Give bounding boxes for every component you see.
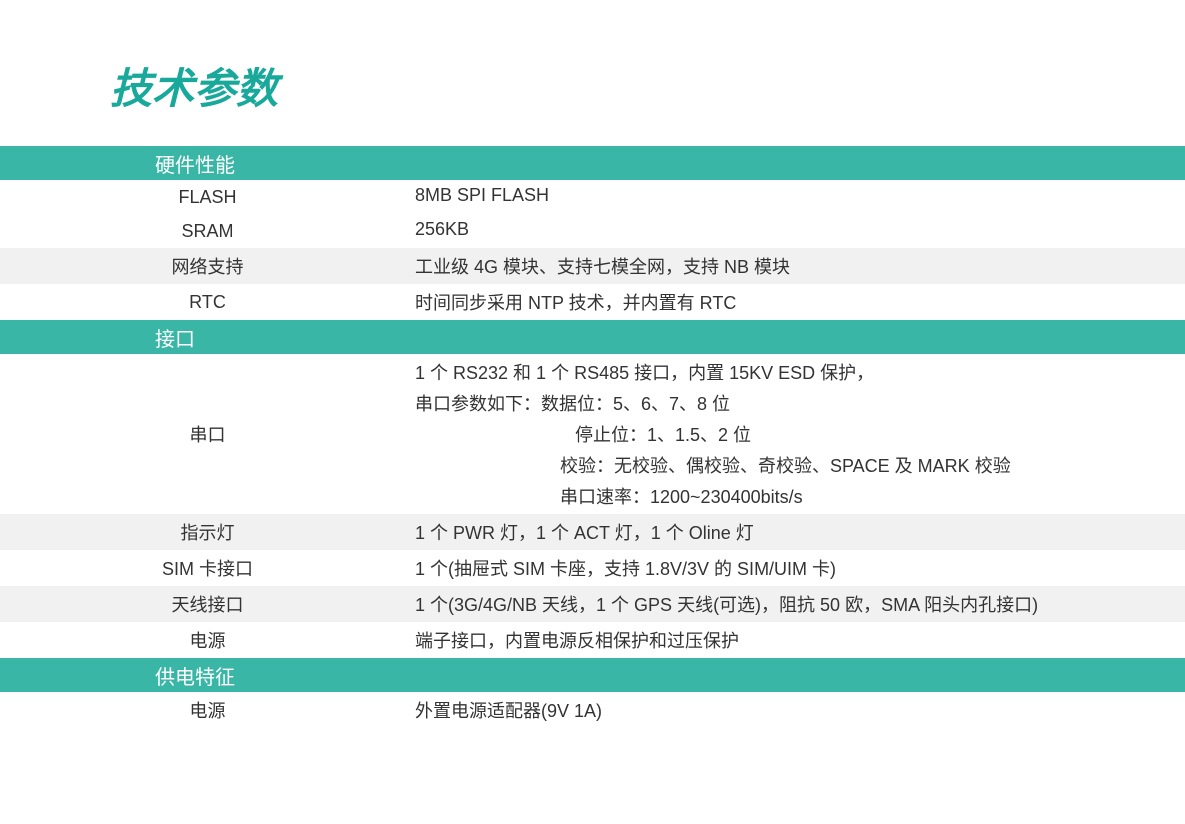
spec-value-line: 1 个 RS232 和 1 个 RS485 接口，内置 15KV ESD 保护， — [415, 359, 1165, 385]
spec-row: 指示灯 1 个 PWR 灯，1 个 ACT 灯，1 个 Oline 灯 — [0, 514, 1185, 550]
spec-label: 天线接口 — [68, 591, 348, 617]
spec-value: 1 个 RS232 和 1 个 RS485 接口，内置 15KV ESD 保护，… — [415, 359, 1185, 509]
section-label: 供电特征 — [155, 661, 235, 690]
section-label: 接口 — [155, 323, 195, 352]
spec-value-subline: 串口参数如下：数据位：5、6、7、8 位 — [415, 390, 1165, 416]
spec-label: SIM 卡接口 — [68, 555, 348, 581]
spec-value: 1 个(3G/4G/NB 天线，1 个 GPS 天线(可选)，阻抗 50 欧，S… — [415, 591, 1185, 617]
spec-label: 电源 — [68, 627, 348, 653]
section-band-hardware: 硬件性能 — [0, 146, 1185, 180]
spec-value: 工业级 4G 模块、支持七模全网，支持 NB 模块 — [415, 253, 1185, 279]
spec-table: 硬件性能 FLASH 8MB SPI FLASH SRAM 256KB 网络支持… — [0, 146, 1185, 728]
spec-label: 网络支持 — [68, 253, 348, 279]
spec-row: 网络支持 工业级 4G 模块、支持七模全网，支持 NB 模块 — [0, 248, 1185, 284]
spec-label: 串口 — [68, 421, 348, 447]
section-band-interface: 接口 — [0, 320, 1185, 354]
spec-row: 电源 端子接口，内置电源反相保护和过压保护 — [0, 622, 1185, 658]
spec-label: 电源 — [68, 697, 348, 723]
spec-label: 指示灯 — [68, 519, 348, 545]
spec-value: 外置电源适配器(9V 1A) — [415, 697, 1185, 723]
section-label: 硬件性能 — [155, 149, 235, 178]
spec-value: 端子接口，内置电源反相保护和过压保护 — [415, 627, 1185, 653]
page-title: 技术参数 — [110, 55, 1185, 116]
spec-value-subline: 串口速率：1200~230400bits/s — [560, 483, 1165, 509]
spec-label: RTC — [68, 292, 348, 313]
spec-row: FLASH 8MB SPI FLASH — [0, 180, 1185, 214]
spec-row: RTC 时间同步采用 NTP 技术，并内置有 RTC — [0, 284, 1185, 320]
spec-value: 1 个 PWR 灯，1 个 ACT 灯，1 个 Oline 灯 — [415, 519, 1185, 545]
spec-row: SRAM 256KB — [0, 214, 1185, 248]
spec-value: 1 个(抽屉式 SIM 卡座，支持 1.8V/3V 的 SIM/UIM 卡) — [415, 555, 1185, 581]
spec-row: 串口 1 个 RS232 和 1 个 RS485 接口，内置 15KV ESD … — [0, 354, 1185, 514]
spec-label: FLASH — [68, 187, 348, 208]
spec-row: 电源 外置电源适配器(9V 1A) — [0, 692, 1185, 728]
spec-row: SIM 卡接口 1 个(抽屉式 SIM 卡座，支持 1.8V/3V 的 SIM/… — [0, 550, 1185, 586]
spec-value: 8MB SPI FLASH — [415, 185, 1185, 206]
section-band-power: 供电特征 — [0, 658, 1185, 692]
spec-value-subline: 校验：无校验、偶校验、奇校验、SPACE 及 MARK 校验 — [560, 452, 1165, 478]
spec-row: 天线接口 1 个(3G/4G/NB 天线，1 个 GPS 天线(可选)，阻抗 5… — [0, 586, 1185, 622]
spec-value-subline: 停止位：1、1.5、2 位 — [575, 421, 1165, 447]
spec-value: 256KB — [415, 219, 1185, 240]
spec-value: 时间同步采用 NTP 技术，并内置有 RTC — [415, 289, 1185, 315]
spec-label: SRAM — [68, 221, 348, 242]
